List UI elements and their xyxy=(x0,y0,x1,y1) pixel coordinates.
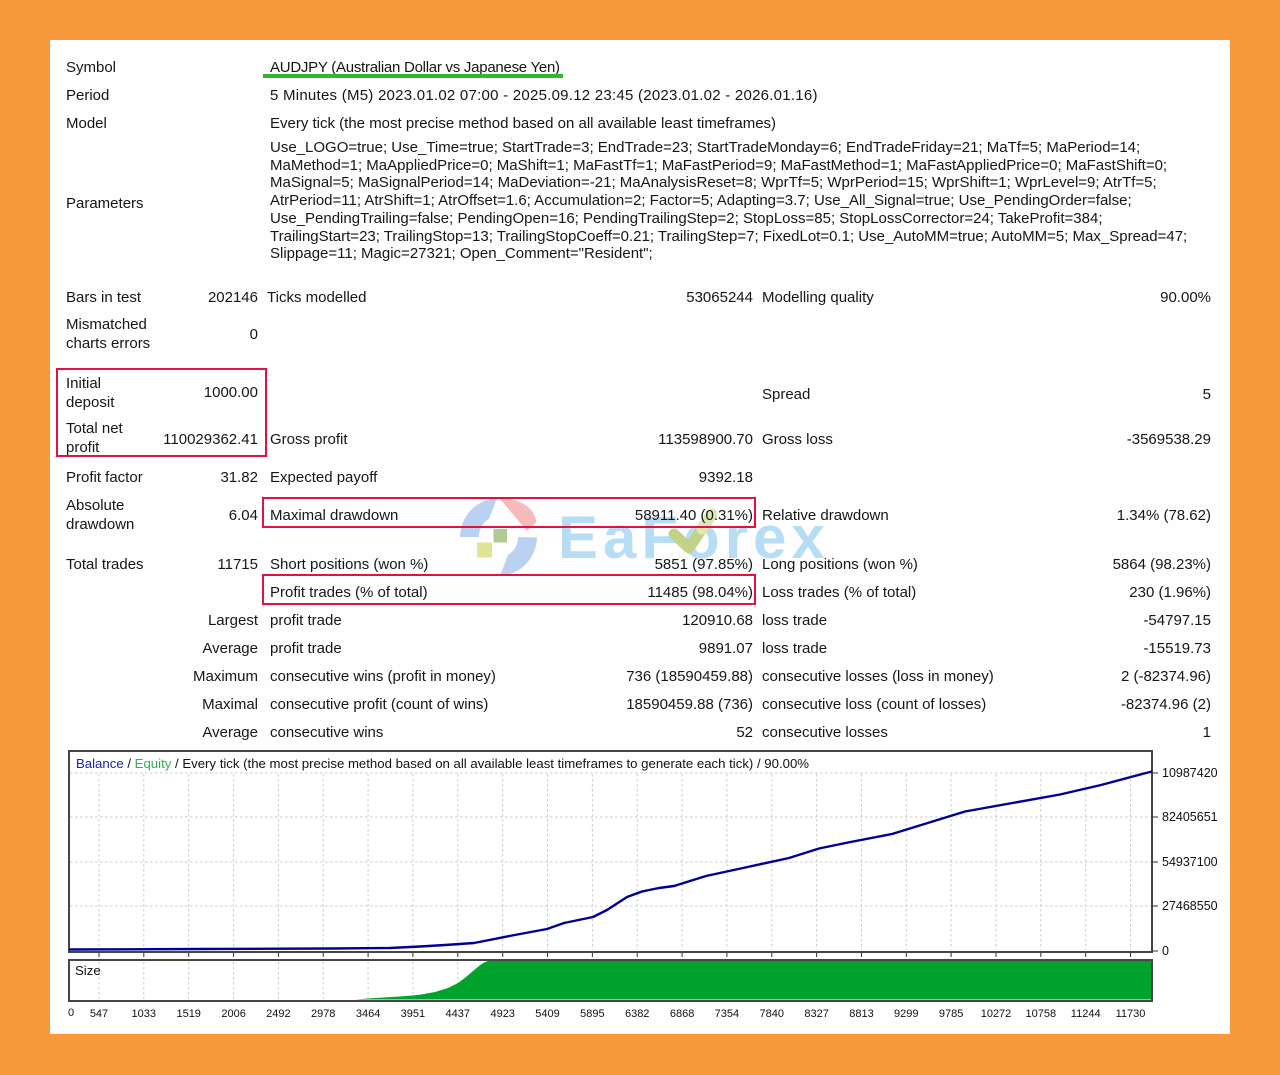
svg-text:9299: 9299 xyxy=(894,1008,918,1020)
svg-text:6382: 6382 xyxy=(625,1008,649,1020)
svg-text:11730: 11730 xyxy=(1116,1008,1146,1020)
svg-text:6868: 6868 xyxy=(670,1008,694,1020)
svg-text:5409: 5409 xyxy=(535,1008,559,1020)
svg-text:3464: 3464 xyxy=(356,1008,380,1020)
svg-text:1519: 1519 xyxy=(176,1008,200,1020)
svg-text:10987420: 10987420 xyxy=(1162,766,1218,780)
svg-text:9785: 9785 xyxy=(939,1008,963,1020)
svg-text:Balance / Equity / Every tick: Balance / Equity / Every tick (the most … xyxy=(76,756,809,771)
svg-text:2978: 2978 xyxy=(311,1008,335,1020)
svg-text:7354: 7354 xyxy=(715,1008,739,1020)
svg-text:Size: Size xyxy=(75,963,101,978)
svg-text:5895: 5895 xyxy=(580,1008,604,1020)
svg-text:54937100: 54937100 xyxy=(1162,855,1218,869)
svg-text:11244: 11244 xyxy=(1071,1008,1101,1020)
svg-text:4437: 4437 xyxy=(446,1008,470,1020)
svg-text:3951: 3951 xyxy=(401,1008,425,1020)
svg-text:2492: 2492 xyxy=(266,1008,290,1020)
svg-text:10758: 10758 xyxy=(1026,1008,1057,1020)
svg-text:4923: 4923 xyxy=(490,1008,514,1020)
svg-text:27468550: 27468550 xyxy=(1162,899,1218,913)
svg-text:8813: 8813 xyxy=(849,1008,873,1020)
svg-text:2006: 2006 xyxy=(221,1008,245,1020)
svg-text:1033: 1033 xyxy=(132,1008,156,1020)
svg-text:0: 0 xyxy=(68,1007,74,1019)
svg-text:0: 0 xyxy=(1162,944,1169,958)
svg-text:8327: 8327 xyxy=(804,1008,828,1020)
svg-text:7840: 7840 xyxy=(760,1008,784,1020)
svg-text:547: 547 xyxy=(90,1008,108,1020)
svg-text:10272: 10272 xyxy=(981,1008,1012,1020)
svg-text:82405651: 82405651 xyxy=(1162,810,1218,824)
